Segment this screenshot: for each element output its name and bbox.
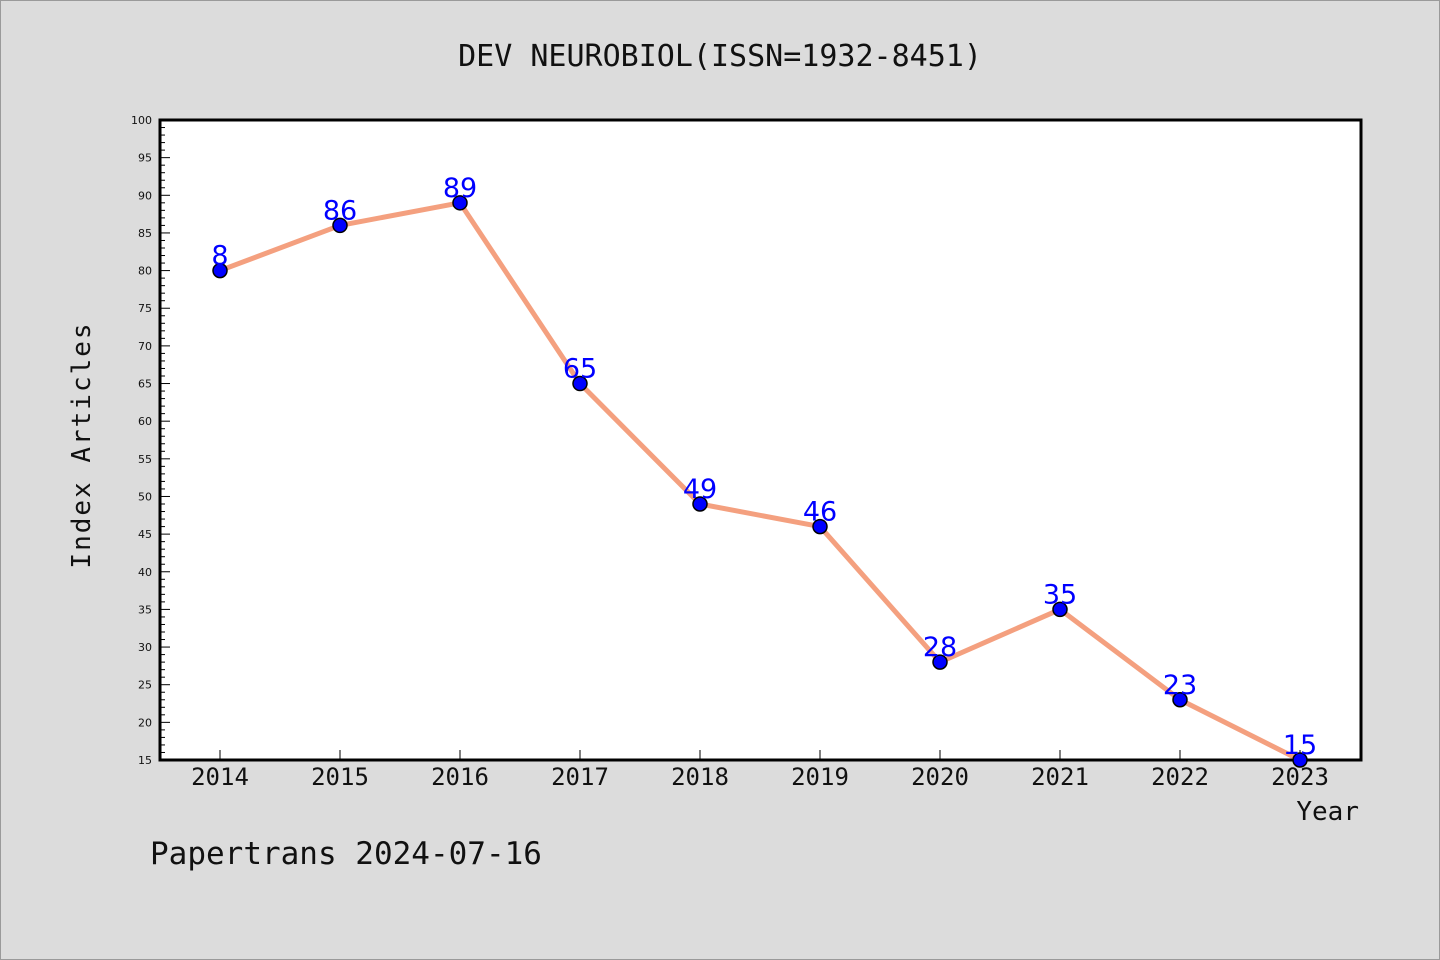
series-line [217, 200, 1303, 763]
data-label: 89 [443, 173, 477, 204]
plot-area [158, 118, 1363, 762]
data-label: 49 [683, 474, 717, 505]
x-tick-label: 2022 [1151, 763, 1209, 791]
y-tick-label: 90 [138, 189, 152, 202]
x-tick-label: 2019 [791, 763, 849, 791]
data-point [1292, 752, 1308, 768]
x-tick-label: 2014 [191, 763, 249, 791]
data-point [572, 375, 588, 392]
y-tick-label: 25 [138, 679, 152, 692]
x-tick-label: 2021 [1031, 763, 1089, 791]
data-point [212, 262, 228, 279]
data-points [212, 195, 1308, 768]
y-tick-label: 75 [138, 302, 152, 315]
y-tick-label: 95 [138, 152, 152, 165]
y-tick-label: 50 [138, 490, 152, 503]
data-label: 46 [803, 497, 837, 528]
x-tick-label: 2018 [671, 763, 729, 791]
y-tick-label: 70 [138, 340, 152, 353]
data-labels: 8 86 89 65 49 46 28 35 23 15 [211, 173, 1317, 761]
y-tick-label: 20 [138, 716, 152, 729]
y-tick-label: 40 [138, 566, 152, 579]
y-tick-label: 35 [138, 603, 152, 616]
data-label: 65 [563, 354, 597, 385]
data-label: 15 [1283, 730, 1317, 761]
footer-credit: Papertrans 2024-07-16 [150, 836, 542, 872]
data-label: 35 [1043, 579, 1077, 610]
y-tick-label: 100 [131, 114, 152, 127]
y-axis-label: Index Articles [67, 321, 97, 568]
x-tick-label: 2015 [311, 763, 369, 791]
x-axis-label: Year [1296, 797, 1359, 827]
data-point [332, 217, 348, 234]
data-point [1052, 601, 1068, 618]
x-tick-label: 2020 [911, 763, 969, 791]
data-point [932, 654, 948, 670]
y-tick-label: 60 [138, 415, 152, 428]
data-point [1172, 692, 1188, 708]
data-point [812, 518, 828, 535]
data-label: 23 [1163, 670, 1197, 701]
y-axis: 15 20 25 30 35 40 45 50 55 60 65 70 75 80 85 90 95 100 [131, 114, 170, 767]
series-line-group [217, 200, 1303, 763]
y-tick-label: 30 [138, 641, 152, 654]
y-tick-label: 80 [138, 265, 152, 278]
data-label: 28 [923, 632, 957, 663]
data-point [692, 496, 708, 512]
y-tick-label: 65 [138, 378, 152, 391]
chart-title: DEV NEUROBIOL(ISSN=1932-8451) [458, 39, 982, 74]
x-tick-label: 2016 [431, 763, 489, 791]
x-axis: 2014 2015 2016 2017 2018 2019 2020 2021 2022 2023 [191, 750, 1329, 791]
y-tick-label: 45 [138, 528, 152, 541]
x-tick-label: 2017 [551, 763, 609, 791]
data-label: 8 [211, 241, 228, 272]
data-point [452, 195, 468, 211]
data-label: 86 [323, 195, 357, 226]
y-tick-label: 85 [138, 227, 152, 240]
y-tick-label: 15 [138, 754, 152, 767]
y-tick-label: 55 [138, 453, 152, 466]
